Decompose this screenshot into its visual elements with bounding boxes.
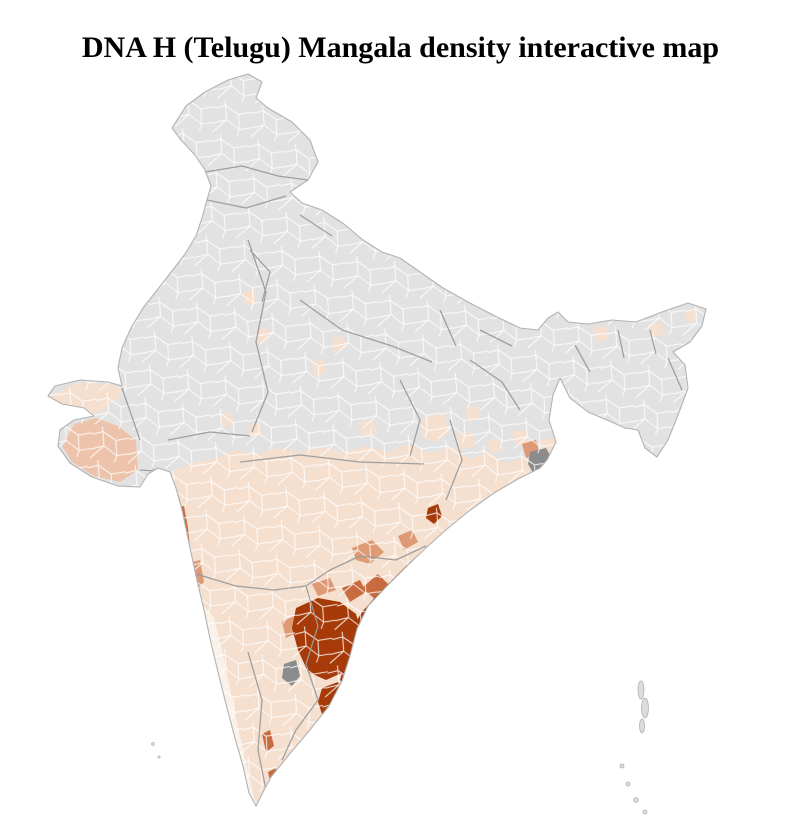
island[interactable] [625,781,631,787]
map-layers [48,74,706,806]
island[interactable] [157,755,161,759]
island[interactable] [641,697,649,719]
andaman-nicobar-islands[interactable] [619,680,649,815]
island[interactable] [633,797,639,803]
island[interactable] [151,742,155,746]
district-borders-mesh [48,74,706,806]
state-borders [121,165,683,791]
island[interactable] [619,763,625,769]
island[interactable] [639,718,645,734]
island[interactable] [637,680,645,700]
district-medium-high[interactable] [352,694,370,716]
page-title: DNA H (Telugu) Mangala density interacti… [81,31,720,65]
district-medium-high[interactable] [328,736,350,762]
lakshadweep-islands[interactable] [151,742,161,759]
island[interactable] [642,809,648,815]
